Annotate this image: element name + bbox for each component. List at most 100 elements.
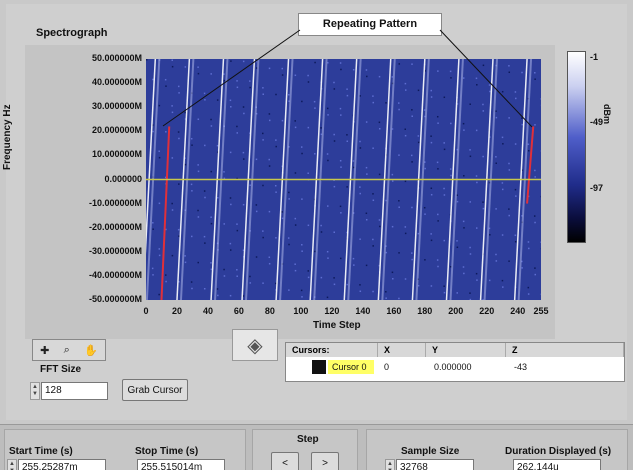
noise-speck — [243, 112, 245, 115]
hand-pan-icon[interactable]: ✋ — [84, 344, 98, 357]
noise-speck — [197, 261, 199, 264]
noise-speck — [152, 130, 154, 133]
noise-speck — [340, 114, 342, 116]
noise-speck — [443, 194, 446, 196]
noise-speck — [229, 249, 232, 251]
noise-speck — [236, 275, 238, 277]
start-time-stepper[interactable]: ▲▼ — [7, 459, 17, 470]
noise-speck — [527, 293, 530, 295]
noise-speck — [385, 199, 387, 202]
noise-speck — [191, 235, 193, 238]
noise-speck — [385, 251, 388, 254]
noise-speck — [372, 199, 375, 202]
noise-speck — [223, 177, 226, 180]
noise-speck — [489, 234, 491, 236]
noise-speck — [171, 59, 173, 61]
noise-speck — [236, 223, 238, 225]
noise-speck — [482, 110, 485, 112]
annotation-label: Repeating Pattern — [298, 13, 442, 36]
noise-speck — [229, 294, 232, 297]
noise-speck — [307, 172, 309, 174]
sample-size-input[interactable]: 32768 — [396, 459, 474, 470]
noise-speck — [171, 105, 173, 107]
x-tick-label: 140 — [355, 306, 371, 316]
noise-speck — [385, 102, 387, 104]
noise-speck — [372, 193, 374, 195]
pan-button[interactable]: ◈ — [232, 329, 278, 361]
noise-speck — [404, 226, 407, 228]
noise-speck — [236, 132, 239, 134]
noise-speck — [216, 288, 219, 290]
cursor-table[interactable]: Cursors: X Y Z Cursor 0 0 0.000000 -43 — [285, 342, 625, 382]
noise-speck — [502, 143, 504, 145]
noise-speck — [398, 154, 400, 156]
noise-speck — [327, 205, 329, 207]
noise-speck — [320, 127, 322, 129]
noise-speck — [424, 259, 426, 261]
noise-speck — [436, 161, 439, 164]
noise-speck — [501, 279, 504, 282]
stop-time-input[interactable]: 255.515014m — [137, 459, 225, 470]
noise-speck — [171, 254, 174, 257]
noise-speck — [359, 192, 361, 195]
noise-speck — [184, 111, 186, 114]
noise-speck — [501, 90, 504, 93]
noise-speck — [158, 156, 161, 159]
noise-speck — [294, 217, 297, 220]
noise-speck — [151, 124, 154, 126]
noise-speck — [217, 197, 219, 199]
noise-speck — [508, 214, 510, 217]
noise-speck — [443, 291, 446, 294]
fft-size-stepper[interactable]: ▲ ▼ — [30, 382, 40, 400]
start-time-input[interactable]: 255.25287m — [18, 459, 106, 470]
grab-cursor-button[interactable]: Grab Cursor — [122, 379, 188, 401]
noise-speck — [255, 256, 258, 258]
zoom-icon[interactable]: ⌕ — [63, 343, 70, 356]
noise-speck — [236, 80, 238, 82]
noise-speck — [301, 152, 303, 155]
noise-speck — [443, 142, 445, 144]
noise-speck — [223, 275, 226, 277]
noise-speck — [333, 88, 336, 90]
noise-speck — [437, 168, 439, 170]
stop-time-label: Stop Time (s) — [135, 446, 199, 457]
noise-speck — [158, 248, 161, 250]
noise-speck — [501, 188, 504, 191]
noise-speck — [333, 277, 335, 279]
noise-speck — [340, 166, 342, 168]
noise-speck — [326, 296, 329, 299]
noise-speck — [489, 90, 491, 93]
noise-speck — [236, 177, 238, 180]
cursor-x-value: 0 — [384, 362, 390, 372]
cursor-move-icon[interactable]: ✚ — [40, 344, 50, 357]
x-tick-label: 120 — [324, 306, 340, 316]
noise-speck — [495, 110, 497, 112]
duration-value: 262.144u — [513, 459, 601, 470]
step-prev-button[interactable]: < — [271, 452, 299, 470]
noise-speck — [191, 287, 193, 290]
noise-speck — [437, 265, 439, 268]
noise-speck — [152, 222, 154, 224]
sample-size-stepper[interactable]: ▲▼ — [385, 459, 395, 470]
noise-speck — [391, 180, 394, 182]
noise-speck — [255, 158, 258, 161]
fft-size-input[interactable]: 128 — [41, 382, 108, 400]
duration-label: Duration Displayed (s) — [505, 446, 612, 457]
noise-speck — [372, 147, 374, 149]
noise-speck — [151, 267, 154, 270]
noise-speck — [521, 169, 523, 171]
step-panel: Step < > — [252, 429, 358, 470]
noise-speck — [404, 134, 407, 137]
noise-speck — [171, 65, 174, 68]
spectrograph-plot[interactable] — [146, 59, 541, 300]
noise-speck — [456, 240, 458, 242]
noise-speck — [229, 99, 232, 102]
noise-speck — [346, 134, 348, 136]
noise-speck — [249, 275, 251, 278]
noise-speck — [430, 96, 433, 98]
noise-speck — [339, 62, 342, 64]
step-next-button[interactable]: > — [311, 452, 339, 470]
noise-speck — [398, 297, 400, 300]
noise-speck — [404, 278, 407, 280]
noise-speck — [359, 284, 361, 286]
